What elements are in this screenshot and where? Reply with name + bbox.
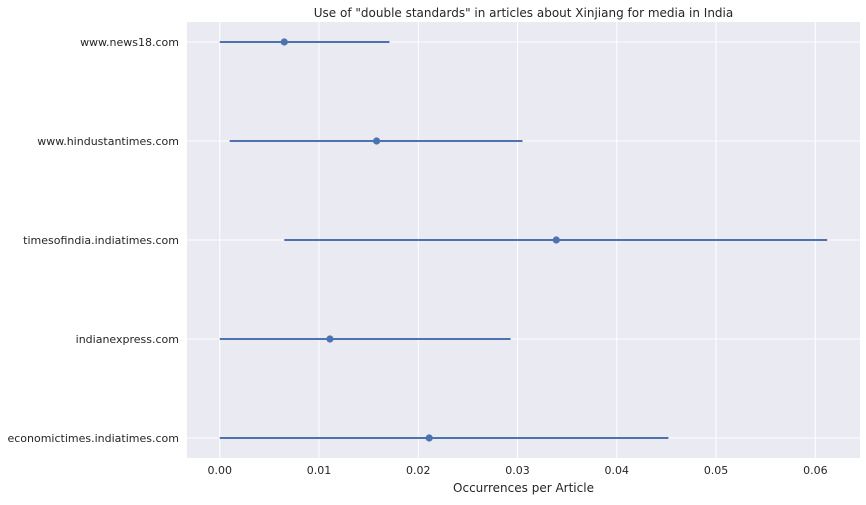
x-tick-label: 0.00 — [208, 464, 233, 477]
y-tick-label: www.hindustantimes.com — [37, 135, 179, 148]
y-tick-label: www.news18.com — [80, 36, 179, 49]
data-point — [326, 335, 334, 343]
x-tick-label: 0.05 — [704, 464, 729, 477]
data-point — [425, 434, 433, 442]
data-point — [552, 236, 560, 244]
x-tick-label: 0.04 — [605, 464, 630, 477]
x-tick-label: 0.02 — [406, 464, 431, 477]
data-point — [280, 38, 288, 46]
series-layer — [219, 38, 828, 442]
data-point — [372, 137, 381, 145]
y-tick-label: timesofindia.indiatimes.com — [23, 234, 179, 247]
x-axis-label: Occurrences per Article — [453, 481, 594, 495]
y-tick-label: indianexpress.com — [76, 333, 179, 346]
x-tick-label: 0.01 — [307, 464, 332, 477]
x-tick-label: 0.06 — [803, 464, 828, 477]
chart-title: Use of "double standards" in articles ab… — [314, 6, 733, 20]
tick-layer: 0.00 0.01 0.02 0.03 0.04 0.05 0.06 www.news18.c… — [7, 36, 827, 477]
x-tick-label: 0.03 — [505, 464, 530, 477]
y-tick-label: economictimes.indiatimes.com — [7, 432, 179, 445]
